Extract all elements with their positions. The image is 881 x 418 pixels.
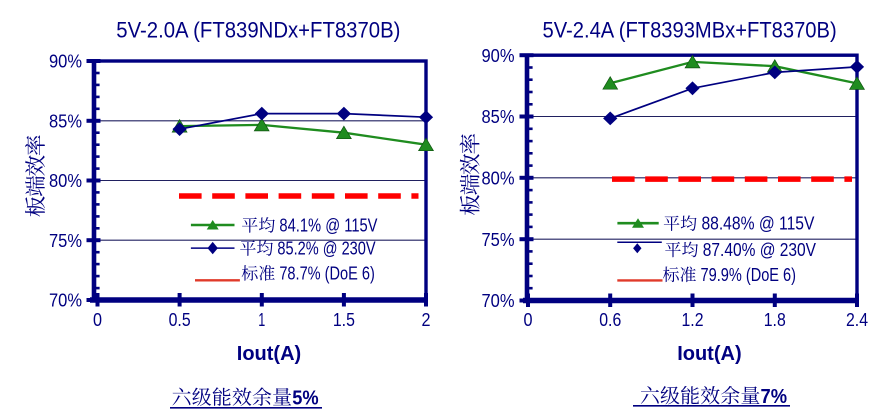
- svg-text:0: 0: [93, 310, 102, 330]
- svg-text:7%: 7%: [761, 386, 788, 408]
- svg-text:5V-2.0A (FT839NDx+FT8370B): 5V-2.0A (FT839NDx+FT8370B): [116, 18, 400, 43]
- svg-text:75%: 75%: [49, 231, 82, 251]
- svg-text:0.6: 0.6: [599, 310, 621, 330]
- svg-text:1.5: 1.5: [333, 310, 355, 330]
- svg-text:87.40% @ 230V: 87.40% @ 230V: [699, 240, 817, 260]
- svg-text:Iout(A): Iout(A): [677, 343, 741, 365]
- svg-text:85%: 85%: [49, 111, 82, 131]
- svg-text:88.48% @ 115V: 88.48% @ 115V: [697, 214, 814, 234]
- svg-text:2.4: 2.4: [846, 310, 868, 330]
- svg-text:85%: 85%: [482, 107, 515, 127]
- svg-text:70%: 70%: [49, 291, 82, 311]
- svg-text:84.1% @ 115V: 84.1% @ 115V: [275, 215, 377, 235]
- svg-text:2: 2: [422, 310, 431, 330]
- svg-text:5%: 5%: [292, 387, 319, 409]
- svg-text:1: 1: [258, 310, 265, 330]
- svg-text:1.2: 1.2: [682, 310, 704, 330]
- svg-text:0.5: 0.5: [169, 310, 191, 330]
- svg-text:90%: 90%: [482, 46, 515, 66]
- svg-text:0: 0: [524, 310, 533, 330]
- svg-text:1.8: 1.8: [764, 310, 786, 330]
- svg-text:5V-2.4A (FT8393MBx+FT8370B): 5V-2.4A (FT8393MBx+FT8370B): [543, 18, 837, 43]
- svg-text:85.2% @ 230V: 85.2% @ 230V: [273, 239, 375, 259]
- svg-text:90%: 90%: [49, 52, 82, 72]
- svg-text:78.7% (DoE 6): 78.7% (DoE 6): [275, 263, 375, 283]
- svg-text:70%: 70%: [482, 291, 515, 311]
- svg-text:Iout(A): Iout(A): [237, 343, 301, 365]
- svg-text:79.9% (DoE 6): 79.9% (DoE 6): [697, 265, 797, 285]
- svg-text:75%: 75%: [482, 230, 515, 250]
- svg-text:80%: 80%: [49, 171, 82, 191]
- svg-text:80%: 80%: [482, 168, 515, 188]
